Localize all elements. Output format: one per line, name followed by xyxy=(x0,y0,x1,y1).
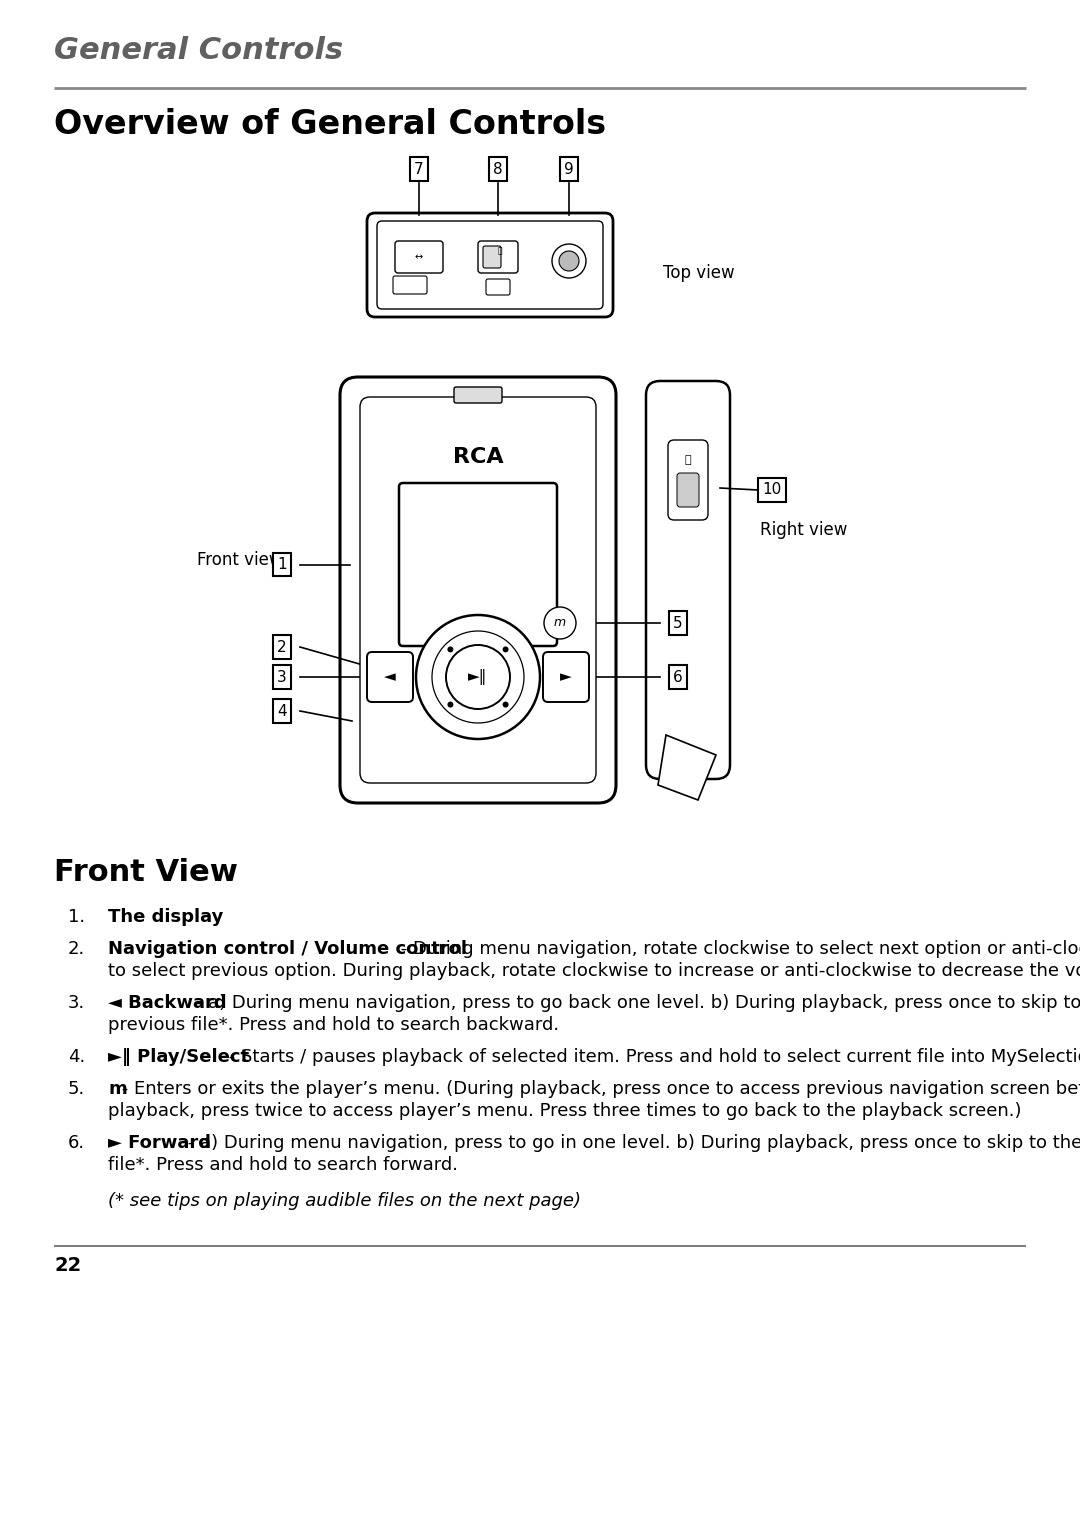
Circle shape xyxy=(502,646,509,652)
Text: file*. Press and hold to search forward.: file*. Press and hold to search forward. xyxy=(108,1157,458,1173)
Text: (* see tips on playing audible files on the next page): (* see tips on playing audible files on … xyxy=(108,1192,581,1210)
Text: 5: 5 xyxy=(673,615,683,631)
Polygon shape xyxy=(658,735,716,800)
FancyBboxPatch shape xyxy=(478,241,518,273)
Text: 2.: 2. xyxy=(68,940,85,958)
FancyBboxPatch shape xyxy=(646,381,730,779)
Text: - Starts / pauses playback of selected item. Press and hold to select current fi: - Starts / pauses playback of selected i… xyxy=(222,1048,1080,1066)
Text: RCA: RCA xyxy=(453,447,503,467)
FancyBboxPatch shape xyxy=(377,221,603,309)
Text: m: m xyxy=(554,617,566,629)
Text: playback, press twice to access player’s menu. Press three times to go back to t: playback, press twice to access player’s… xyxy=(108,1102,1022,1120)
Text: 1.: 1. xyxy=(68,908,85,926)
Text: 7: 7 xyxy=(415,162,423,176)
Text: previous file*. Press and hold to search backward.: previous file*. Press and hold to search… xyxy=(108,1016,559,1034)
FancyBboxPatch shape xyxy=(669,440,708,520)
Circle shape xyxy=(502,702,509,708)
Text: 4: 4 xyxy=(278,703,287,719)
Text: 5.: 5. xyxy=(68,1079,85,1098)
FancyBboxPatch shape xyxy=(367,652,413,702)
FancyBboxPatch shape xyxy=(483,246,501,268)
Circle shape xyxy=(552,244,586,277)
Text: 6: 6 xyxy=(673,670,683,685)
Text: The display: The display xyxy=(108,908,224,926)
FancyBboxPatch shape xyxy=(340,377,616,803)
Text: ◄: ◄ xyxy=(384,670,396,685)
FancyBboxPatch shape xyxy=(367,214,613,317)
Text: Front view: Front view xyxy=(198,550,283,568)
Text: 3.: 3. xyxy=(68,994,85,1013)
Text: ►: ► xyxy=(561,670,572,685)
Text: 🔒: 🔒 xyxy=(498,247,502,256)
Circle shape xyxy=(447,702,454,708)
Circle shape xyxy=(416,615,540,738)
Text: ►‖ Play/Select: ►‖ Play/Select xyxy=(108,1048,249,1066)
Text: - a) During menu navigation, press to go back one level. b) During playback, pre: - a) During menu navigation, press to go… xyxy=(190,994,1080,1013)
Text: Overview of General Controls: Overview of General Controls xyxy=(54,108,606,141)
Text: 3: 3 xyxy=(278,670,287,685)
FancyBboxPatch shape xyxy=(395,241,443,273)
Text: 1: 1 xyxy=(278,556,287,572)
Text: Right view: Right view xyxy=(760,522,848,540)
Text: 10: 10 xyxy=(762,482,782,497)
Text: ⏻: ⏻ xyxy=(685,455,691,465)
Text: ►‖: ►‖ xyxy=(469,669,488,685)
Text: 8: 8 xyxy=(494,162,503,176)
Text: - Enters or exits the player’s menu. (During playback, press once to access prev: - Enters or exits the player’s menu. (Du… xyxy=(117,1079,1080,1098)
Text: General Controls: General Controls xyxy=(54,36,343,65)
FancyBboxPatch shape xyxy=(454,387,502,403)
Circle shape xyxy=(446,644,510,709)
Text: 6.: 6. xyxy=(68,1134,85,1152)
Text: 9: 9 xyxy=(564,162,573,176)
Text: ↔: ↔ xyxy=(415,252,423,262)
Text: to select previous option. During playback, rotate clockwise to increase or anti: to select previous option. During playba… xyxy=(108,963,1080,979)
FancyBboxPatch shape xyxy=(399,484,557,646)
Text: m: m xyxy=(108,1079,126,1098)
Circle shape xyxy=(544,606,576,640)
FancyBboxPatch shape xyxy=(486,279,510,296)
FancyBboxPatch shape xyxy=(393,276,427,294)
Circle shape xyxy=(559,252,579,271)
Text: 4.: 4. xyxy=(68,1048,85,1066)
Text: Front View: Front View xyxy=(54,858,238,887)
Text: Navigation control / Volume control: Navigation control / Volume control xyxy=(108,940,467,958)
Circle shape xyxy=(447,646,454,652)
Text: ◄ Backward: ◄ Backward xyxy=(108,994,227,1013)
Text: ► Forward: ► Forward xyxy=(108,1134,211,1152)
FancyBboxPatch shape xyxy=(543,652,589,702)
Text: 22: 22 xyxy=(54,1255,81,1275)
Circle shape xyxy=(432,631,524,723)
Text: - During menu navigation, rotate clockwise to select next option or anti-clockwi: - During menu navigation, rotate clockwi… xyxy=(395,940,1080,958)
Text: 2: 2 xyxy=(278,640,287,655)
Text: - a) During menu navigation, press to go in one level. b) During playback, press: - a) During menu navigation, press to go… xyxy=(181,1134,1080,1152)
Text: Top view: Top view xyxy=(663,264,734,282)
FancyBboxPatch shape xyxy=(677,473,699,506)
FancyBboxPatch shape xyxy=(360,397,596,782)
